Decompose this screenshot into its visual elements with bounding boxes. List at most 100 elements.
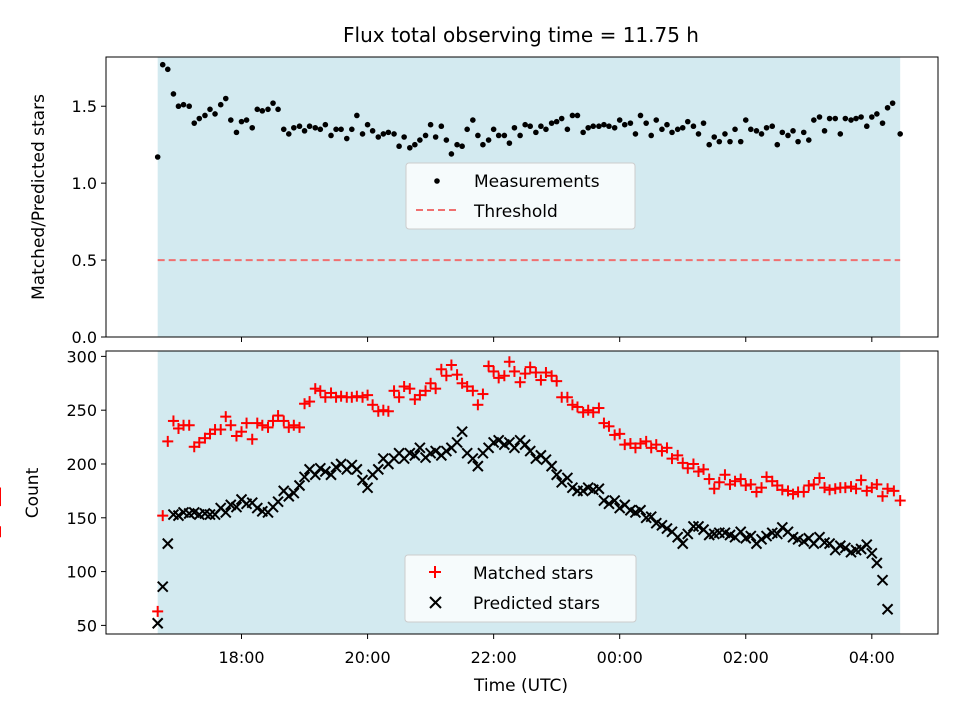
matched-star-point [619,439,631,451]
measurement-point [396,143,402,150]
measurement-point [154,154,161,160]
measurement-point [863,123,870,130]
predicted-star-point [603,498,615,510]
measurement-point [202,112,208,119]
matched-star-point [894,495,906,507]
matched-star-point [603,420,615,432]
measurement-point [280,126,287,133]
measurement-point [407,144,413,151]
y-tick-label: 50 [77,616,97,635]
measurement-point [606,123,612,130]
predicted-star-point [319,465,332,478]
matched-star-point [404,383,416,395]
measurement-point [517,132,523,139]
matched-star-point [267,415,279,427]
matched-star-point [357,391,369,403]
matched-star-point [278,415,290,427]
bottom-x-ticks: 18:00 20:00 22:00 00:00 02:00 04:00 [218,634,895,667]
matched-star-point [551,375,563,387]
predicted-star-point [876,574,889,586]
predicted-star-point [550,469,563,481]
legend-threshold-label: Threshold [473,202,558,222]
measurement-point [779,129,786,136]
top-y-axis-label: Matched/Predicted stars [29,94,49,300]
measurement-point [816,114,823,120]
chart-title: Flux total observing time = 11.75 h [343,23,699,47]
matched-star-point [319,391,331,403]
matched-star-point [420,385,432,397]
matched-star-point [824,484,836,496]
matched-star-point [698,463,710,475]
legend-matched-marker [429,566,441,578]
matched-star-point [808,478,820,490]
predicted-star-point [608,494,621,507]
predicted-star-point [157,580,169,593]
matched-star-point [346,391,358,403]
measurement-point [432,134,439,140]
measurement-point [175,103,182,110]
measurement-point [422,132,429,139]
predicted-star-point [656,519,668,532]
x-tick-label: 22:00 [471,648,517,667]
measurement-point [511,124,518,131]
measurement-point [727,138,733,145]
predicted-star-point [298,471,311,483]
predicted-star-point [356,474,369,486]
measurement-point [328,132,334,139]
predicted-star-point [440,445,453,457]
predicted-star-point [755,533,768,546]
predicted-star-point [760,530,773,542]
measurement-point [632,131,639,137]
matched-star-point [634,438,646,450]
matched-star-point [440,370,452,382]
measurement-point [869,114,875,120]
measurement-point [669,129,675,136]
measurement-point [596,123,602,130]
matched-star-point [640,435,652,447]
measurement-points [154,61,903,160]
measurement-point [291,124,297,131]
measurement-point [553,118,560,125]
measurement-point [706,141,712,148]
predicted-star-point [566,481,579,494]
predicted-star-point [577,485,589,497]
predicted-star-point [634,504,647,516]
measurement-point [443,137,450,143]
matched-star-point [508,365,520,377]
measurement-point [306,123,313,130]
predicted-star-point [204,508,216,521]
measurement-point [674,126,681,133]
predicted-star-point [272,495,284,508]
legend-predicted-marker [429,596,442,609]
legend-measurements-marker [434,178,440,184]
predicted-star-point [866,547,878,560]
matched-star-point [661,442,673,454]
predicted-star-point [456,425,468,438]
measurement-point [753,128,760,134]
measurement-point [800,129,807,136]
measurement-point [716,138,723,145]
measurement-point [254,106,261,113]
bottom-panel: 50 100 150 200 250 300 18:00 20:00 22:00 00:00 02… [0,347,939,696]
measurement-point [480,141,486,148]
matched-star-point [546,370,558,382]
measurement-point [732,126,738,133]
measurement-point [821,128,828,134]
matched-star-point [493,372,505,384]
matched-star-point [152,605,164,617]
measurement-point [679,124,686,131]
measurement-point [485,137,492,143]
y-tick-label: 300 [66,347,97,366]
measurement-point [490,126,497,133]
matched-stars-points [0,356,906,617]
measurement-point [186,103,192,110]
measurement-point [385,129,392,136]
measurement-point [359,131,366,137]
measurement-point [180,101,187,108]
y-tick-label: 100 [66,563,97,582]
measurement-point [711,134,718,140]
measurement-point [459,143,465,150]
measurement-point [259,108,266,114]
measurement-point [495,132,502,139]
